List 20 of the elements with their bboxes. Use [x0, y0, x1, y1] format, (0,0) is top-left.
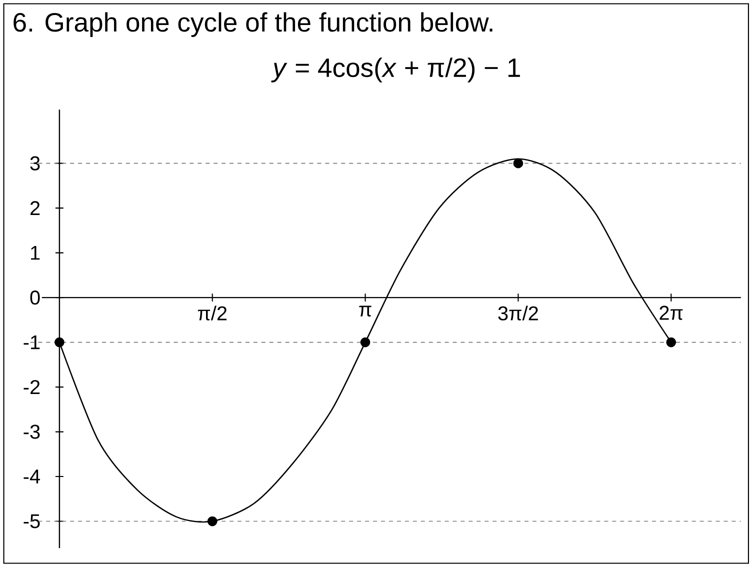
chart-subtitle: y = 4cos(x + π/2) − 1: [271, 58, 520, 82]
y-tick-label: -5: [24, 514, 40, 528]
point: [513, 158, 524, 168]
x-tick-label: 3π/2: [498, 306, 538, 320]
point: [207, 516, 218, 526]
point: [54, 337, 64, 348]
y-tick-label: -3: [24, 424, 40, 439]
y-tick-label: 0: [30, 290, 40, 305]
x-tick-label: π/2: [198, 306, 227, 320]
y-tick-label: 3: [30, 156, 40, 170]
y-tick-label: 1: [31, 246, 40, 260]
point: [666, 337, 676, 348]
y-tick-label: -1: [24, 335, 40, 350]
y-tick-label: -2: [24, 380, 40, 394]
y-tick-label: -4: [24, 470, 40, 484]
chart-title: 6. Graph one cycle of the function below.: [14, 12, 492, 37]
point: [360, 337, 370, 348]
x-tick-label: π: [359, 306, 372, 316]
x-tick-label: 2π: [660, 306, 683, 320]
y-tick-label: 2: [30, 201, 40, 215]
